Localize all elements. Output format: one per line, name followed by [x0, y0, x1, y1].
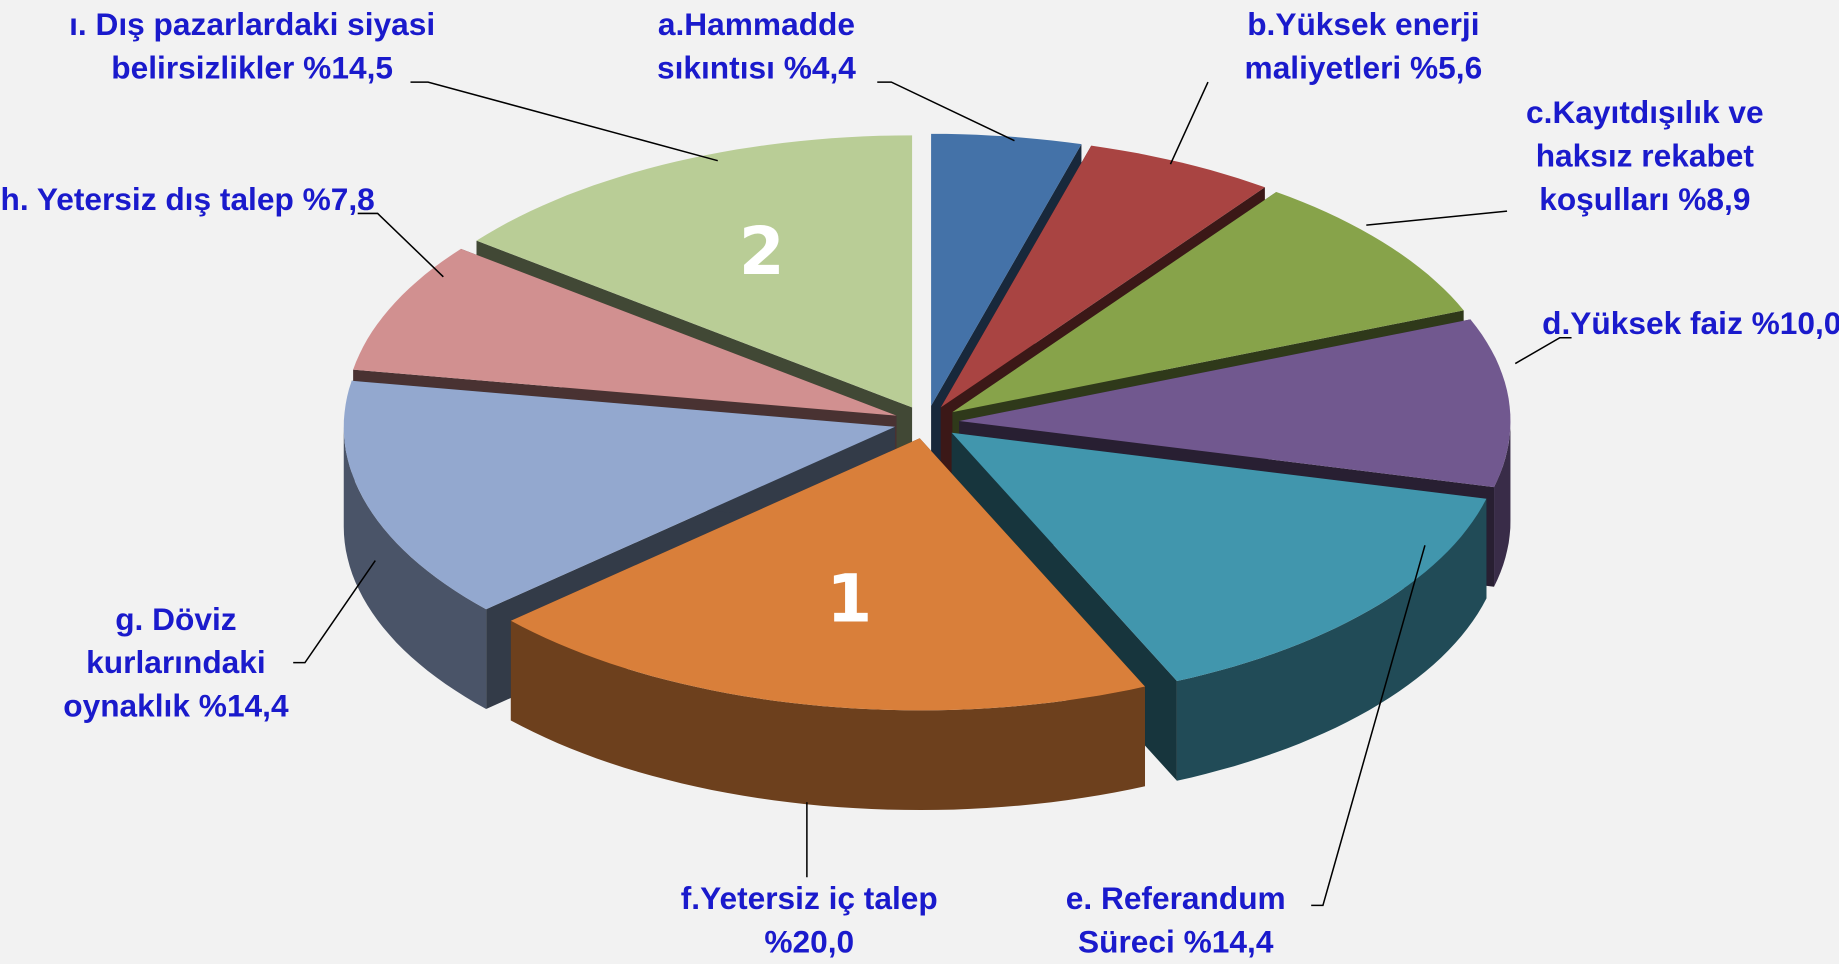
category-name: c.Kayıtdışılık ve haksız rekabet koşulla… — [1526, 94, 1764, 217]
leader-line — [1366, 210, 1508, 226]
leader-line — [410, 81, 718, 162]
slice-label: b.Yüksek enerji maliyetleri %5,6 — [1208, 4, 1519, 91]
leader-line — [293, 560, 376, 664]
value-label: %14,4 — [198, 688, 289, 724]
slice-label: g. Döviz kurlarındaki oynaklık %14,4 — [23, 598, 328, 728]
slice-label: c.Kayıtdışılık ve haksız rekabet koşulla… — [1489, 91, 1800, 221]
category-name: g. Döviz kurlarındaki oynaklık — [63, 601, 266, 724]
slice-outer-wall — [510, 620, 1146, 811]
category-name: f.Yetersiz iç talep — [680, 880, 938, 916]
value-label: %14,5 — [303, 50, 393, 86]
category-name: h. Yetersiz dış talep — [0, 181, 294, 217]
slice — [940, 145, 1265, 408]
slice — [476, 135, 913, 408]
leader-line — [357, 212, 444, 278]
slice-outer-wall — [1494, 421, 1511, 587]
slice — [510, 438, 1146, 711]
slice-label: h. Yetersiz dış talep %7,8 — [0, 178, 375, 221]
leader-line — [1169, 81, 1209, 165]
slice — [951, 432, 1487, 682]
slice — [931, 133, 1082, 406]
slice-label: ı. Dış pazarlardaki siyasi belirsizlikle… — [59, 4, 446, 91]
leader-line — [1311, 545, 1426, 907]
slice-label: e. Referandum Süreci %14,4 — [1020, 877, 1331, 964]
slice — [952, 191, 1464, 413]
leader-line — [877, 81, 1015, 142]
category-name: ı. Dış pazarlardaki siyasi belirsizlikle… — [69, 7, 436, 86]
value-label: %14,4 — [1183, 924, 1274, 960]
slice — [959, 319, 1511, 488]
slice — [343, 380, 895, 610]
slice-label: f.Yetersiz iç talep %20,0 — [633, 877, 985, 964]
slice-annotation: 2 — [739, 214, 785, 290]
leader-line — [1514, 337, 1572, 365]
slice — [353, 248, 897, 416]
value-label: %5,6 — [1410, 50, 1483, 86]
category-name: e. Referandum Süreci — [1065, 880, 1286, 960]
category-name: d.Yüksek faiz — [1542, 306, 1743, 342]
slice-outer-wall — [1176, 498, 1487, 781]
value-label: %20,0 — [764, 924, 855, 960]
value-label: %8,9 — [1678, 181, 1751, 217]
slice-label: d.Yüksek faiz %10,0 — [1536, 303, 1839, 346]
category-name: b.Yüksek enerji maliyetleri — [1244, 7, 1480, 86]
category-name: a.Hammadde sıkıntısı — [656, 7, 856, 86]
slice-outer-wall — [343, 426, 487, 709]
value-label: %4,4 — [783, 50, 856, 86]
value-label: %10,0 — [1751, 306, 1839, 342]
value-label: %7,8 — [302, 181, 375, 217]
slice-annotation: 1 — [827, 561, 873, 637]
slice-label: a.Hammadde sıkıntısı %4,4 — [627, 4, 885, 91]
slice-group — [510, 438, 1146, 811]
